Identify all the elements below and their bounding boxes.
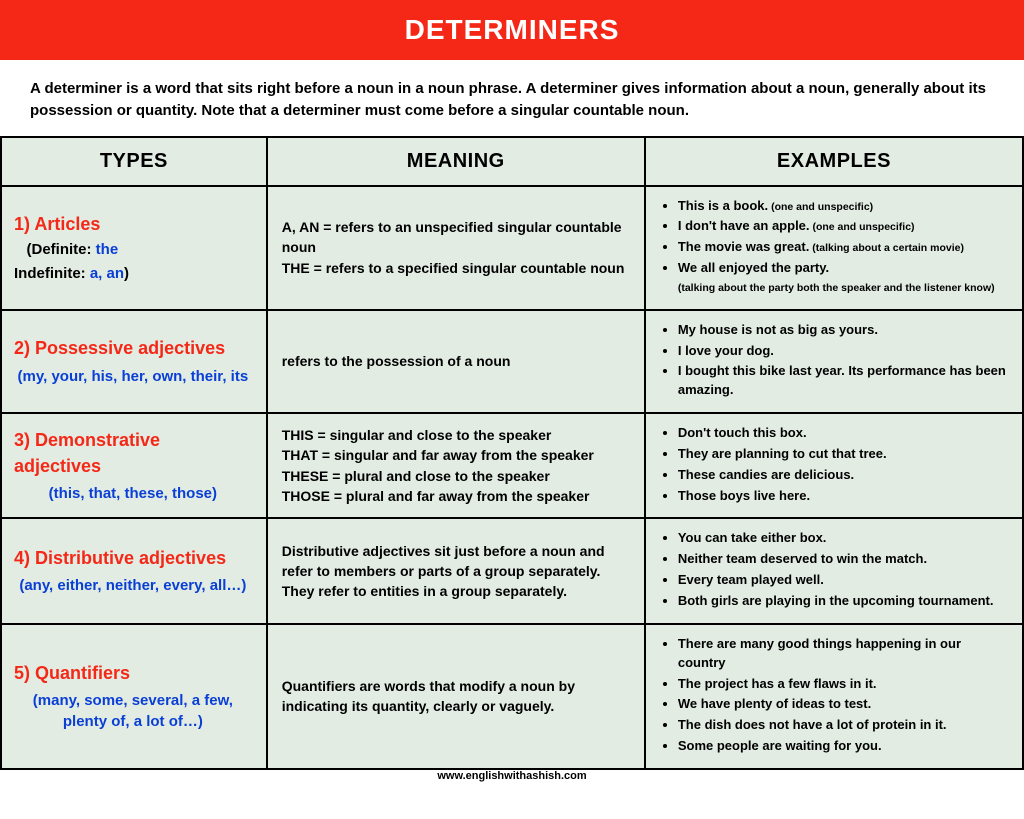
type-subtitle: (my, your, his, her, own, their, its [14, 366, 252, 388]
type-subtitle: (this, that, these, those) [14, 483, 252, 505]
meaning-text: A, AN = refers to an unspecified singula… [282, 217, 630, 278]
type-number: 1) [14, 214, 30, 234]
examples-cell: This is a book. (one and unspecific)I do… [645, 186, 1023, 310]
meaning-text: Quantifiers are words that modify a noun… [282, 676, 630, 717]
examples-list: My house is not as big as yours. I love y… [660, 321, 1008, 400]
example-item: You can take either box. [678, 529, 1008, 548]
meaning-cell: A, AN = refers to an unspecified singula… [267, 186, 645, 310]
type-cell: 2) Possessive adjectives (my, your, his, … [1, 310, 267, 413]
type-cell: 1) Articles (Definite: theIndefinite: a,… [1, 186, 267, 310]
examples-list: Don't touch this box. They are planning t… [660, 424, 1008, 505]
type-number: 3) [14, 430, 30, 450]
example-item: My house is not as big as yours. [678, 321, 1008, 340]
col-meaning: MEANING [267, 137, 645, 186]
examples-list: You can take either box. Neither team des… [660, 529, 1008, 610]
type-subtitle: Indefinite: a, an) [14, 263, 252, 285]
page-header: DETERMINERS [0, 0, 1024, 60]
example-item: Neither team deserved to win the match. [678, 550, 1008, 569]
example-item: There are many good things happening in … [678, 635, 1008, 673]
example-item: Those boys live here. [678, 487, 1008, 506]
example-item: I don't have an apple. (one and unspecif… [678, 217, 1008, 236]
example-item: The dish does not have a lot of protein … [678, 716, 1008, 735]
type-number: 4) [14, 548, 30, 568]
type-title: Quantifiers [30, 663, 130, 683]
table-row: 5) Quantifiers (many, some, several, a fe… [1, 624, 1023, 769]
example-item: They are planning to cut that tree. [678, 445, 1008, 464]
example-item: The project has a few flaws in it. [678, 675, 1008, 694]
type-number: 2) [14, 338, 30, 358]
meaning-text: refers to the possession of a noun [282, 351, 630, 371]
type-subtitle: (any, either, neither, every, all…) [14, 575, 252, 597]
table-row: 3) Demonstrative adjectives (this, that, … [1, 413, 1023, 518]
intro-text: A determiner is a word that sits right b… [0, 60, 1024, 136]
type-cell: 4) Distributive adjectives (any, either, … [1, 518, 267, 623]
example-item: These candies are delicious. [678, 466, 1008, 485]
type-title: Demonstrative adjectives [14, 430, 160, 476]
example-item: Every team played well. [678, 571, 1008, 590]
meaning-text: Distributive adjectives sit just before … [282, 541, 630, 602]
type-title: Distributive adjectives [30, 548, 226, 568]
table-row: 1) Articles (Definite: theIndefinite: a,… [1, 186, 1023, 310]
type-cell: 3) Demonstrative adjectives (this, that, … [1, 413, 267, 518]
table-row: 4) Distributive adjectives (any, either, … [1, 518, 1023, 623]
type-subtitle: (Definite: the [14, 239, 252, 261]
example-item: This is a book. (one and unspecific) [678, 197, 1008, 216]
footer-url: www.englishwithashish.com [0, 769, 1024, 782]
examples-cell: My house is not as big as yours. I love y… [645, 310, 1023, 413]
examples-list: There are many good things happening in … [660, 635, 1008, 756]
examples-cell: Don't touch this box. They are planning t… [645, 413, 1023, 518]
example-item: The movie was great. (talking about a ce… [678, 238, 1008, 257]
meaning-cell: Quantifiers are words that modify a noun… [267, 624, 645, 769]
example-item: Some people are waiting for you. [678, 737, 1008, 756]
type-number: 5) [14, 663, 30, 683]
examples-list: This is a book. (one and unspecific)I do… [660, 197, 1008, 297]
examples-cell: There are many good things happening in … [645, 624, 1023, 769]
determiners-table: TYPES MEANING EXAMPLES 1) Articles (Defi… [0, 136, 1024, 770]
type-title: Articles [30, 214, 100, 234]
type-cell: 5) Quantifiers (many, some, several, a fe… [1, 624, 267, 769]
example-item: Don't touch this box. [678, 424, 1008, 443]
col-types: TYPES [1, 137, 267, 186]
meaning-text: THIS = singular and close to the speaker… [282, 425, 630, 506]
meaning-cell: Distributive adjectives sit just before … [267, 518, 645, 623]
meaning-cell: refers to the possession of a noun [267, 310, 645, 413]
meaning-cell: THIS = singular and close to the speaker… [267, 413, 645, 518]
table-header-row: TYPES MEANING EXAMPLES [1, 137, 1023, 186]
type-title: Possessive adjectives [30, 338, 225, 358]
example-item: I bought this bike last year. Its perfor… [678, 362, 1008, 400]
example-item: I love your dog. [678, 342, 1008, 361]
examples-cell: You can take either box. Neither team des… [645, 518, 1023, 623]
col-examples: EXAMPLES [645, 137, 1023, 186]
example-item: We all enjoyed the party.(talking about … [678, 259, 1008, 297]
type-subtitle: (many, some, several, a few, plenty of, … [14, 690, 252, 734]
example-item: We have plenty of ideas to test. [678, 695, 1008, 714]
example-item: Both girls are playing in the upcoming t… [678, 592, 1008, 611]
table-row: 2) Possessive adjectives (my, your, his, … [1, 310, 1023, 413]
